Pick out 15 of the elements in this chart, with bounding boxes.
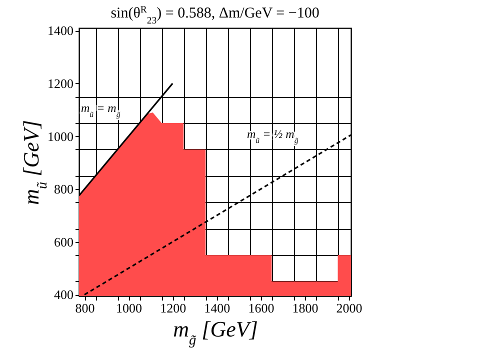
x-tick-label: 1400 (204, 300, 230, 316)
chart-title: sin(θ$^{R}$$_{23}$) = 0.588, Δm/GeV = −100 (110, 4, 320, 26)
y-tick-label: 400 (54, 287, 74, 302)
y-tick-label: 600 (54, 234, 74, 250)
x-tick-label: 800 (75, 300, 95, 316)
x-tick-label: 2000 (336, 300, 362, 316)
y-tick-label: 1200 (48, 76, 74, 91)
y-tick-label: 1400 (48, 23, 74, 38)
y-tick-label: 1000 (48, 128, 74, 144)
x-tick-label: 1200 (160, 300, 186, 316)
x-tick-label: 1800 (292, 300, 318, 316)
x-axis-title: m$_{g̃}$ [GeV] (173, 316, 258, 348)
y-tick-label: 800 (54, 182, 74, 197)
x-tick-label: 1600 (248, 300, 274, 316)
x-tick-label: 1000 (116, 300, 142, 316)
